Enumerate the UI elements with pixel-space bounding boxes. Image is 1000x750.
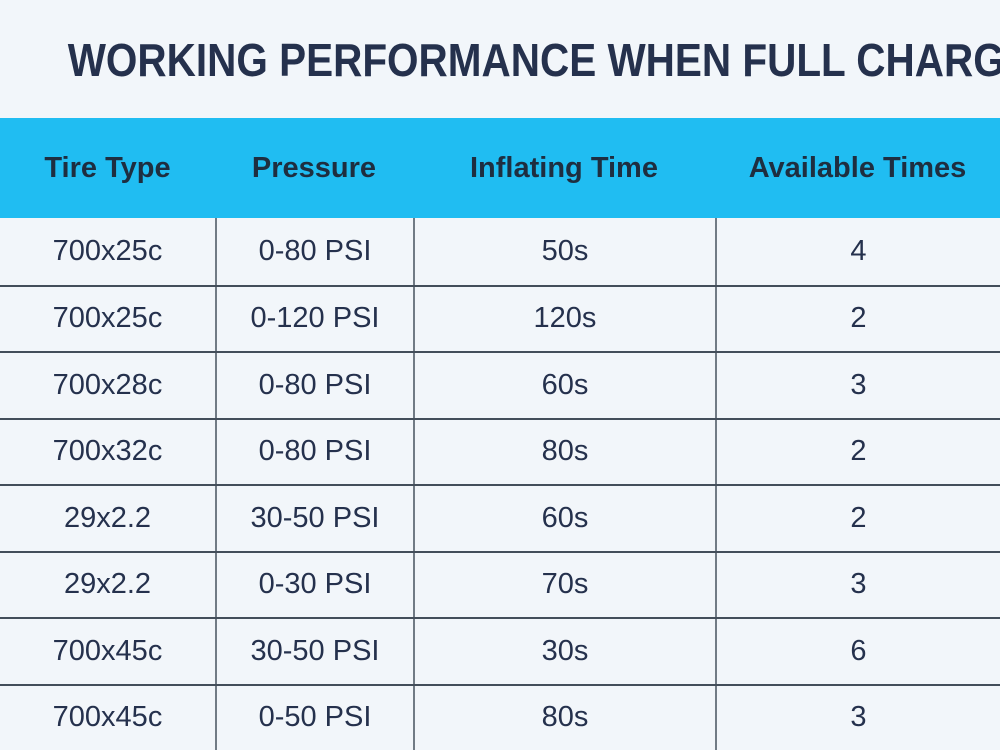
table-row: 29x2.2 30-50 PSI 60s 2	[0, 484, 1000, 551]
performance-table: Tire Type Pressure Inflating Time Availa…	[0, 118, 1000, 750]
table-cell: 0-30 PSI	[215, 552, 413, 617]
table-cell: 700x28c	[52, 368, 163, 401]
table-cell: 700x45c	[52, 634, 163, 667]
table-row: 700x45c 0-50 PSI 80s 3	[0, 683, 1000, 750]
table-row: 700x45c 30-50 PSI 30s 6	[0, 617, 1000, 684]
table-cell: 60s	[413, 353, 715, 418]
table-cell: 70s	[413, 552, 715, 617]
table-row: 700x32c 0-80 PSI 80s 2	[0, 417, 1000, 484]
table-cell: 2	[715, 486, 1000, 551]
column-header-pressure: Pressure	[251, 151, 377, 184]
table-cell: 80s	[413, 685, 715, 750]
column-header-tire-type: Tire Type	[44, 151, 171, 184]
table-cell: 30-50 PSI	[215, 486, 413, 551]
table-cell: 2	[715, 419, 1000, 484]
table-header-row: Tire Type Pressure Inflating Time Availa…	[0, 118, 1000, 218]
table-cell: 30-50 PSI	[215, 619, 413, 684]
table-cell: 50s	[413, 218, 715, 285]
table-cell: 0-80 PSI	[215, 419, 413, 484]
table-row: 700x25c 0-80 PSI 50s 4	[0, 218, 1000, 285]
table-cell: 30s	[413, 619, 715, 684]
table-cell: 700x32c	[52, 435, 163, 468]
table-body: 700x25c 0-80 PSI 50s 4 700x25c 0-120 PSI 120s 2…	[0, 218, 1000, 750]
table-row: 700x25c 0-120 PSI 120s 2	[0, 284, 1000, 351]
table-cell: 6	[715, 619, 1000, 684]
table-cell: 80s	[413, 419, 715, 484]
table-cell: 29x2.2	[63, 568, 152, 601]
page-title: WORKING PERFORMANCE WHEN FULL CHARGED	[67, 34, 1000, 86]
table-cell: 3	[715, 685, 1000, 750]
column-header-inflating-time: Inflating Time	[470, 151, 658, 184]
table-cell: 29x2.2	[63, 501, 152, 534]
title-wrap: WORKING PERFORMANCE WHEN FULL CHARGED	[0, 28, 1000, 92]
table-row: 700x28c 0-80 PSI 60s 3	[0, 351, 1000, 418]
table-cell: 60s	[413, 486, 715, 551]
table-row: 29x2.2 0-30 PSI 70s 3	[0, 550, 1000, 617]
table-cell: 700x45c	[52, 701, 163, 734]
table-cell: 0-50 PSI	[215, 685, 413, 750]
table-cell: 3	[715, 552, 1000, 617]
table-cell: 0-80 PSI	[215, 353, 413, 418]
table-cell: 700x25c	[52, 234, 163, 267]
table-cell: 0-80 PSI	[215, 218, 413, 285]
table-cell: 700x25c	[52, 302, 163, 335]
column-header-available-times: Available Times	[748, 151, 967, 184]
table-cell: 4	[715, 218, 1000, 285]
table-cell: 2	[715, 286, 1000, 351]
table-cell: 3	[715, 353, 1000, 418]
table-cell: 120s	[413, 286, 715, 351]
table-cell: 0-120 PSI	[215, 286, 413, 351]
